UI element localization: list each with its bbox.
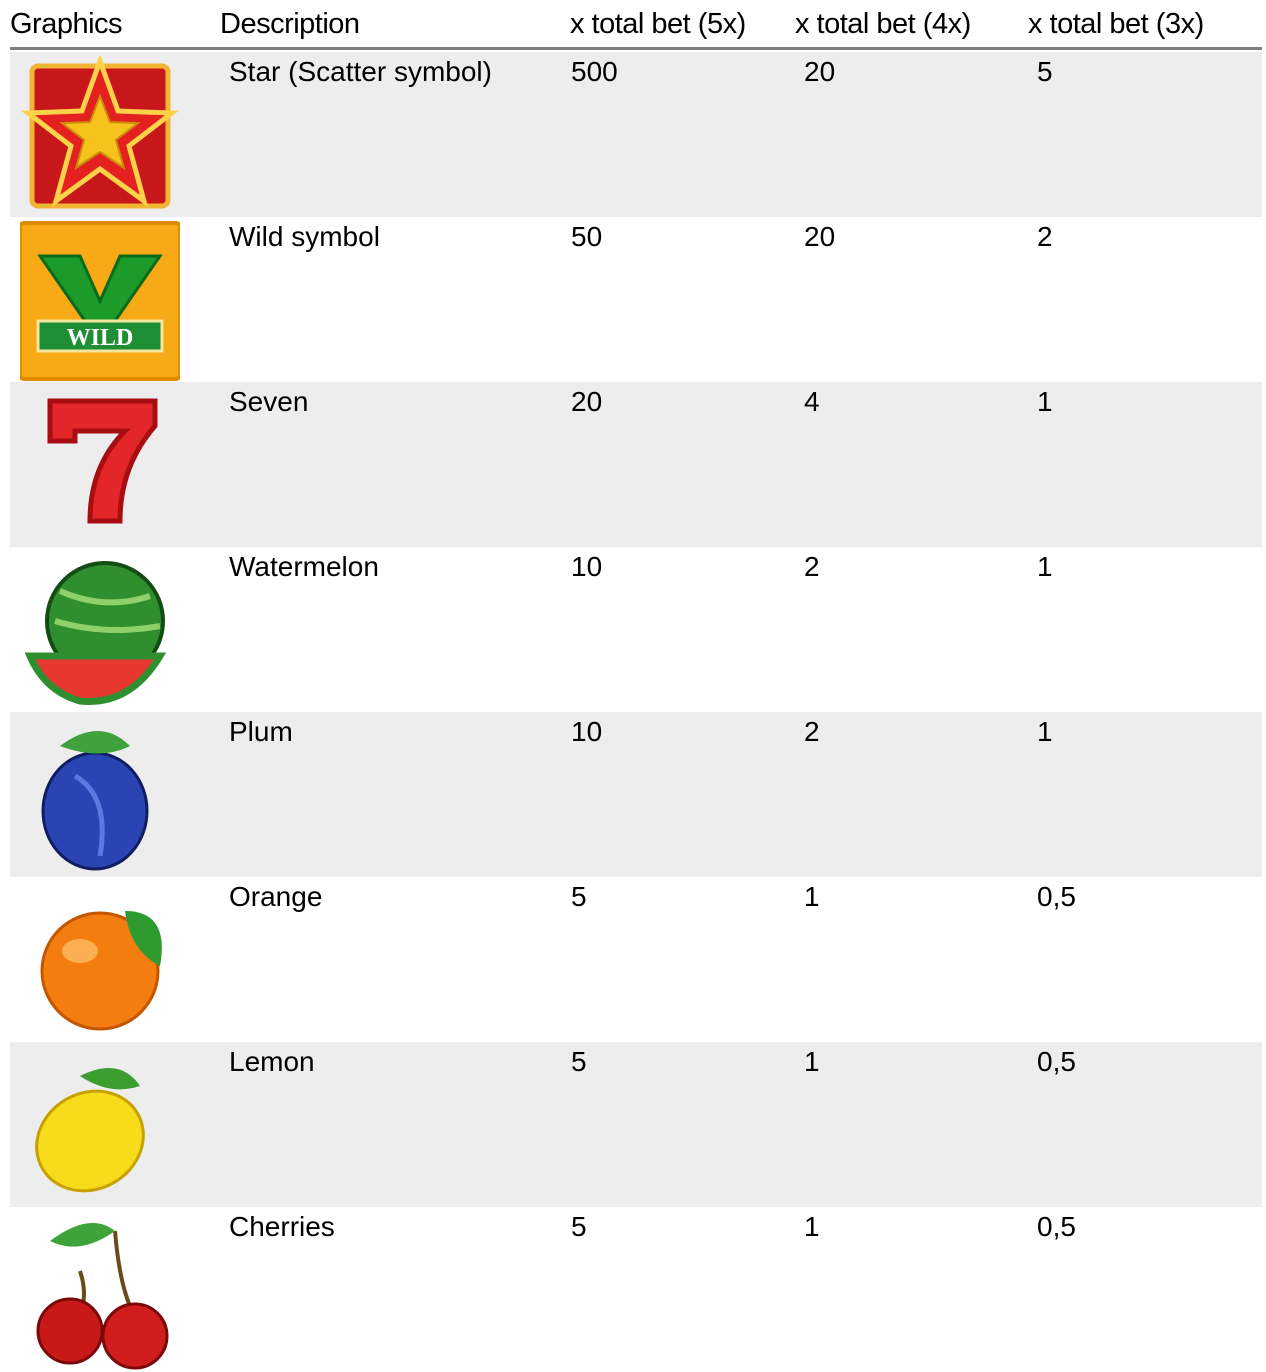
header-cell: Graphics <box>10 8 122 41</box>
symbol-icon <box>20 1211 180 1371</box>
icon-label: WILD <box>67 325 134 351</box>
table-row: Orange 5 1 0,5 <box>10 877 1262 1042</box>
payout-cell: 1 <box>804 1211 820 1243</box>
payout-cell: 2 <box>804 551 820 583</box>
symbol-icon: WILD <box>20 221 180 381</box>
symbol-icon <box>20 551 180 711</box>
payout-cell: 1 <box>1037 551 1053 583</box>
payout-cell: 10 <box>571 716 602 748</box>
payout-cell: 50 <box>571 221 602 253</box>
description-cell: Lemon <box>229 1046 315 1078</box>
payout-cell: 5 <box>571 1046 587 1078</box>
table-row: Cherries 5 1 0,5 <box>10 1207 1262 1372</box>
page: {"table": { "headers": ["Graphics", "Des… <box>0 0 1266 1341</box>
payout-cell: 500 <box>571 56 618 88</box>
table-row: Seven 20 4 1 <box>10 382 1262 547</box>
description-cell: Orange <box>229 881 322 913</box>
payout-cell: 0,5 <box>1037 1211 1076 1243</box>
payout-cell: 5 <box>571 881 587 913</box>
header-rule <box>10 47 1262 50</box>
description-cell: Wild symbol <box>229 221 380 253</box>
symbol-icon <box>20 716 180 876</box>
payout-cell: 10 <box>571 551 602 583</box>
payout-cell: 1 <box>1037 386 1053 418</box>
header-cell: Description <box>220 8 360 41</box>
symbol-icon <box>20 1046 180 1206</box>
description-cell: Watermelon <box>229 551 379 583</box>
payout-cell: 1 <box>804 1046 820 1078</box>
payout-cell: 0,5 <box>1037 1046 1076 1078</box>
header-cell: x total bet (4x) <box>795 8 971 41</box>
symbol-icon <box>20 386 180 546</box>
payout-cell: 4 <box>804 386 820 418</box>
payout-cell: 2 <box>804 716 820 748</box>
payout-cell: 20 <box>571 386 602 418</box>
header-cell: x total bet (5x) <box>570 8 746 41</box>
payout-cell: 2 <box>1037 221 1053 253</box>
description-cell: Seven <box>229 386 308 418</box>
header-cell: x total bet (3x) <box>1028 8 1204 41</box>
table-row: Star (Scatter symbol) 500 20 5 <box>10 52 1262 217</box>
description-cell: Cherries <box>229 1211 335 1243</box>
table-row: Plum 10 2 1 <box>10 712 1262 877</box>
description-cell: Star (Scatter symbol) <box>229 56 492 88</box>
table-row: Watermelon 10 2 1 <box>10 547 1262 712</box>
symbol-icon <box>20 56 180 216</box>
payout-cell: 20 <box>804 56 835 88</box>
table-row: WILD Wild symbol 50 20 2 <box>10 217 1262 382</box>
payout-cell: 1 <box>1037 716 1053 748</box>
payout-cell: 0,5 <box>1037 881 1076 913</box>
payout-cell: 1 <box>804 881 820 913</box>
symbol-icon <box>20 881 180 1041</box>
payout-cell: 5 <box>571 1211 587 1243</box>
payout-cell: 5 <box>1037 56 1053 88</box>
payout-cell: 20 <box>804 221 835 253</box>
description-cell: Plum <box>229 716 293 748</box>
table-row: Lemon 5 1 0,5 <box>10 1042 1262 1207</box>
